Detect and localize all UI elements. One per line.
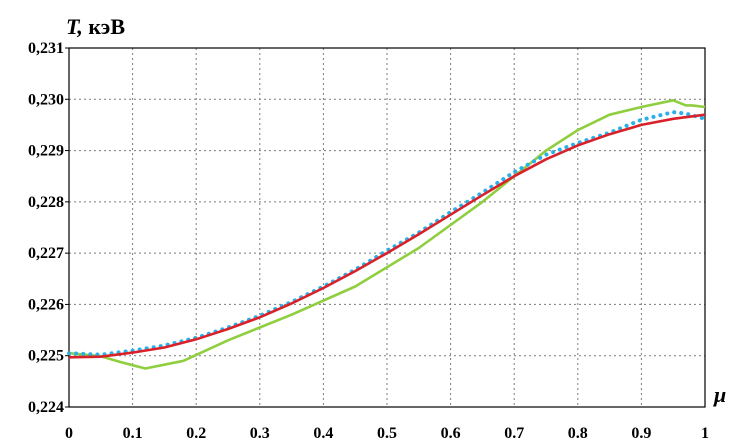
y-axis-unit: кэВ — [88, 14, 125, 39]
x-tick-label: 0.1 — [123, 425, 143, 442]
y-axis-label: T, кэВ — [66, 14, 125, 39]
y-axis-variable: T, — [66, 14, 83, 39]
x-tick-label: 0.3 — [250, 425, 270, 442]
y-tick-label: 0,225 — [28, 348, 64, 365]
series-3-line — [68, 113, 706, 359]
y-tick-label: 0,227 — [28, 245, 64, 262]
y-tick-label: 0,226 — [28, 296, 64, 313]
x-tick-label: 1 — [701, 425, 709, 442]
y-tick-label: 0,228 — [28, 194, 64, 211]
x-axis-label: μ — [713, 382, 726, 407]
y-tick-label: 0,231 — [28, 40, 64, 57]
x-tick-label: 0.7 — [504, 425, 524, 442]
grid-lines — [65, 47, 705, 408]
plot-area — [68, 47, 706, 408]
x-tick-label: 0.6 — [441, 425, 461, 442]
x-tick-label: 0.5 — [377, 425, 397, 442]
x-tick-label: 0.8 — [568, 425, 588, 442]
x-tick-label: 0.4 — [313, 425, 333, 442]
series-2-line — [67, 110, 707, 357]
series-layer — [67, 99, 707, 370]
x-tick-labels: 0 0.1 0.2 0.3 0.4 0.5 0.6 0.7 0.8 0.9 1 — [65, 425, 709, 442]
y-tick-label: 0,229 — [28, 143, 64, 160]
y-tick-label: 0,230 — [28, 91, 64, 108]
x-tick-label: 0 — [65, 425, 73, 442]
x-tick-label: 0.9 — [631, 425, 651, 442]
series-1-line — [68, 99, 706, 370]
y-tick-label: 0,224 — [28, 399, 64, 416]
x-tick-label: 0.2 — [186, 425, 206, 442]
y-tick-labels: 0,224 0,225 0,226 0,227 0,228 0,229 0,230 0,231 — [28, 40, 64, 416]
